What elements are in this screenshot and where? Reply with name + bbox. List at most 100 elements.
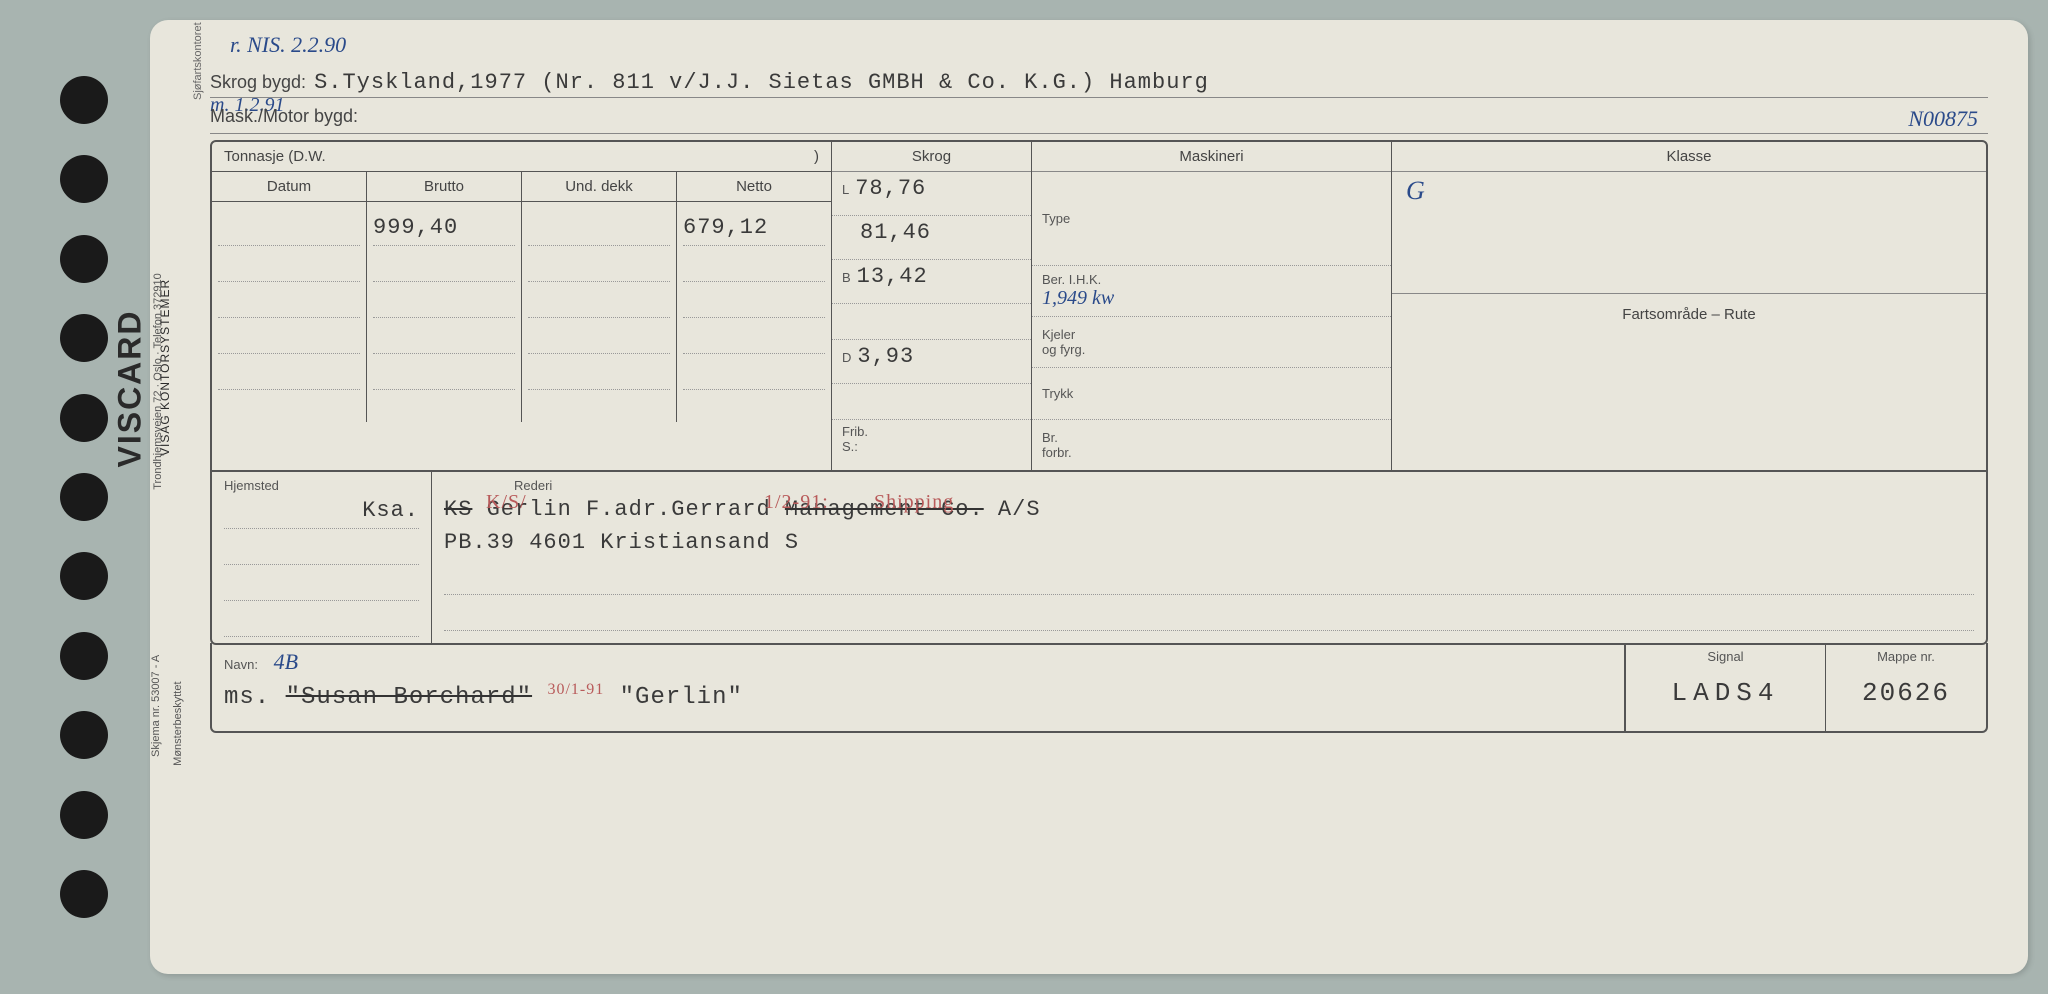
cell: [528, 354, 670, 390]
punch-hole: [60, 632, 108, 680]
cell: [224, 601, 419, 637]
kjeler-label: Kjeler og fyrg.: [1042, 327, 1381, 357]
navn-hand: 4B: [274, 649, 298, 674]
punch-hole: [60, 314, 108, 362]
maskineri-block: Maskineri Type Ber. I.H.K. 1,949 kw Kjel…: [1032, 142, 1392, 470]
punch-hole: [60, 711, 108, 759]
type-label: Type: [1042, 211, 1381, 226]
date-over: 1/2-91:: [764, 487, 829, 517]
L-label: L: [842, 182, 849, 197]
card-wrapper: innkj. Orion reg. Tysk. Sjøfartskontoret…: [20, 20, 2028, 974]
main-table: Tonnasje (D.W. ) Datum Brutto Und. dekk …: [210, 140, 1988, 645]
cell: [444, 559, 1974, 595]
cell: [373, 282, 515, 318]
skrog-empty: [832, 304, 1031, 340]
sjofart-label: Sjøfartskontoret: [192, 22, 204, 100]
punch-hole: [60, 76, 108, 124]
B-value: 13,42: [857, 264, 928, 289]
top-note-1: r. NIS. 2.2.90: [230, 32, 346, 58]
frib-label: Frib.: [842, 424, 868, 439]
klasse-value: G: [1392, 172, 1986, 293]
col-und-dekk: Und. dekk: [522, 172, 677, 201]
cell: [218, 354, 360, 390]
L-value: 78,76: [855, 176, 926, 201]
table-upper: Tonnasje (D.W. ) Datum Brutto Und. dekk …: [212, 142, 1986, 471]
col-netto: Netto: [677, 172, 831, 201]
kjeler-cell: Kjeler og fyrg.: [1032, 317, 1391, 368]
shipping-over: Shipping: [874, 487, 954, 517]
cell: [528, 210, 670, 246]
tonnasje-data: 999,40: [212, 202, 831, 422]
s-label: S.:: [842, 439, 858, 454]
mask-motor-label: Mask./Motor bygd:: [210, 106, 358, 127]
skrog-block: Skrog L 78,76 81,46 B 13,42 D: [832, 142, 1032, 470]
punch-hole: [60, 870, 108, 918]
skrog-bygd-line: Skrog bygd: S.Tyskland,1977 (Nr. 811 v/J…: [210, 70, 1988, 98]
brutto-value: 999,40: [373, 210, 515, 246]
cell: [218, 318, 360, 354]
fartsomrade-label: Fartsområde – Rute: [1392, 293, 1986, 335]
top-annotations: r. NIS. 2.2.90: [210, 40, 1988, 70]
punch-strip: innkj. Orion reg. Tysk.: [20, 20, 150, 974]
tonnasje-label: Tonnasje (D.W.: [224, 148, 326, 165]
cell: [528, 282, 670, 318]
punch-hole: [60, 791, 108, 839]
B-label: B: [842, 270, 851, 285]
punch-hole: [60, 235, 108, 283]
cell: [373, 354, 515, 390]
cell: [218, 210, 360, 246]
ms-text: ms.: [224, 684, 270, 711]
ks-over: K/S/: [486, 487, 527, 517]
navn-line: ms. "Susan Borchard" 30/1-91 "Gerlin": [224, 681, 1612, 711]
as-text: A/S: [998, 497, 1041, 522]
signal-label: Signal: [1638, 649, 1813, 664]
monster-label: Mønsterbeskyttet: [172, 682, 184, 766]
cell: [373, 318, 515, 354]
rederi-line2: PB.39 4601 Kristiansand S: [444, 526, 1974, 559]
skrog-bygd-value: S.Tyskland,1977 (Nr. 811 v/J.J. Sietas G…: [314, 70, 1988, 95]
klasse-header: Klasse: [1392, 142, 1986, 172]
skrog-D: D 3,93: [832, 340, 1031, 384]
ber-value: 1,949 kw: [1042, 287, 1381, 310]
tonnasje-col-headers: Datum Brutto Und. dekk Netto: [212, 172, 831, 202]
cell: [683, 282, 825, 318]
cell: [224, 565, 419, 601]
ber-cell: Ber. I.H.K. 1,949 kw: [1032, 266, 1391, 317]
maskineri-header: Maskineri: [1032, 142, 1391, 172]
trykk-label: Trykk: [1042, 386, 1381, 401]
col-datum: Datum: [212, 172, 367, 201]
gerlin-name: "Gerlin": [620, 684, 743, 711]
punch-hole: [60, 552, 108, 600]
mappe-label: Mappe nr.: [1838, 649, 1974, 664]
datum-col: [212, 202, 367, 422]
skrog-row2: 81,46: [832, 216, 1031, 260]
rederi-col: Rederi K/S/ 1/2-91: Shipping KS Gerlin F…: [432, 472, 1986, 643]
mappe-col: Mappe nr. 20626: [1826, 643, 1986, 731]
rederi-label: Rederi: [514, 478, 1974, 493]
cell: [683, 354, 825, 390]
row2-value: 81,46: [860, 220, 931, 245]
D-label: D: [842, 350, 851, 365]
br-label: Br. forbr.: [1042, 430, 1381, 460]
brutto-col: 999,40: [367, 202, 522, 422]
punch-hole: [60, 394, 108, 442]
hjemsted-row: Hjemsted Ksa. Rederi K/S/ 1/2-91: Shippi…: [212, 471, 1986, 643]
type-cell: Type: [1032, 172, 1391, 266]
cell: [218, 246, 360, 282]
fadr-text: F.adr.Gerrard: [586, 497, 771, 522]
cell: [528, 246, 670, 282]
tonnasje-close: ): [814, 148, 819, 165]
trykk-cell: Trykk: [1032, 368, 1391, 419]
skrog-header: Skrog: [832, 142, 1031, 172]
signal-value: LADS4: [1638, 678, 1813, 708]
br-cell: Br. forbr.: [1032, 420, 1391, 470]
viscard-logo: VISCARD: [112, 310, 149, 468]
hjemsted-label: Hjemsted: [224, 478, 419, 493]
skjema-label: Skjema nr. 53007 - A: [150, 655, 162, 757]
punch-hole: [60, 473, 108, 521]
skrog-B: B 13,42: [832, 260, 1031, 304]
klasse-block: Klasse G Fartsområde – Rute: [1392, 142, 1986, 470]
cell: [444, 595, 1974, 631]
tonnasje-header: Tonnasje (D.W. ): [212, 142, 831, 172]
cell: [683, 318, 825, 354]
